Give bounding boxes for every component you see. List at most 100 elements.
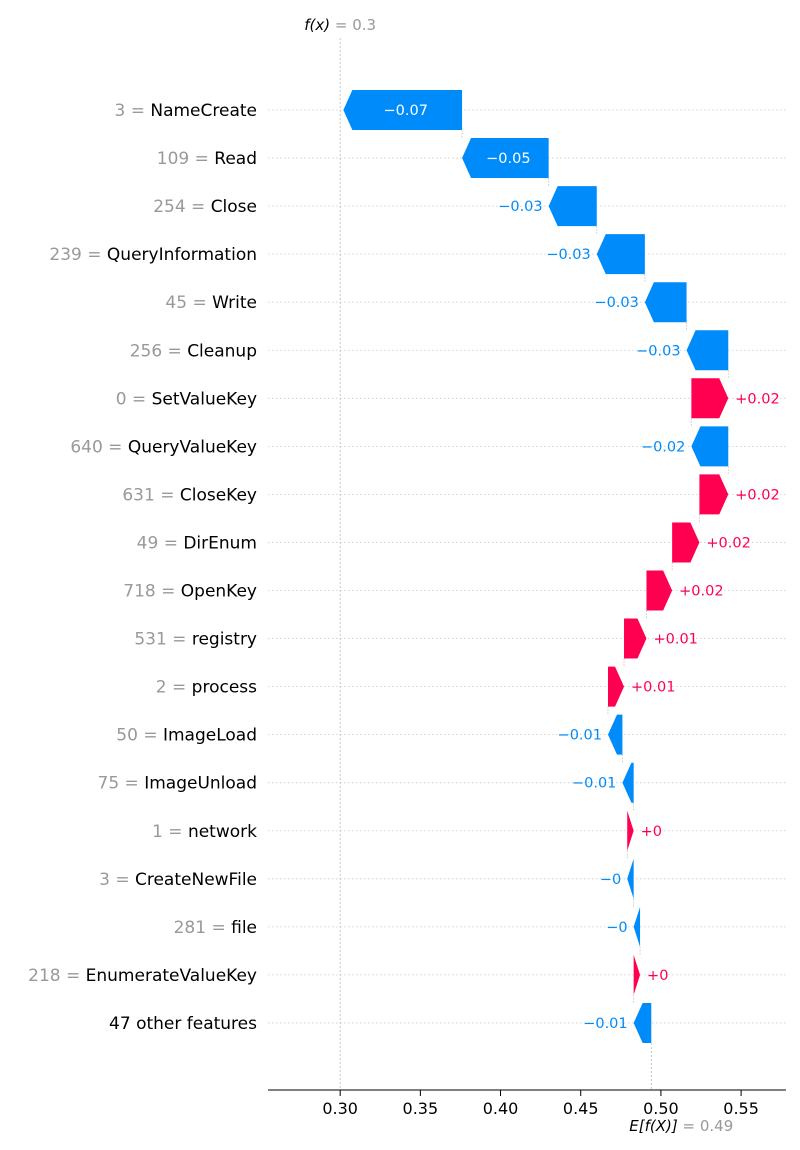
bar-value-label: −0.01 <box>583 1016 627 1032</box>
bar-value-label: −0.05 <box>486 151 530 167</box>
feature-label: 3 = CreateNewFile <box>99 870 257 890</box>
feature-label: 254 = Close <box>153 197 257 217</box>
negative-bar <box>644 282 687 323</box>
feature-label: 3 = NameCreate <box>114 101 257 121</box>
feature-name: registry <box>192 630 257 650</box>
feature-label: 45 = Write <box>165 293 257 313</box>
bar-value-label: −0.01 <box>558 728 602 744</box>
negative-bar <box>343 90 463 130</box>
feature-name: Cleanup <box>187 341 257 361</box>
positive-bar <box>633 954 641 995</box>
feature-name: Close <box>211 197 257 217</box>
bar-value-label: +0.02 <box>679 584 723 600</box>
feature-name: EnumerateValueKey <box>86 966 257 986</box>
feature-name: CloseKey <box>180 485 257 505</box>
feature-value: 75 = <box>98 774 145 794</box>
feature-value: 0 = <box>116 389 152 409</box>
feature-label: 218 = EnumerateValueKey <box>28 966 257 986</box>
feature-name: CreateNewFile <box>135 870 257 890</box>
feature-value: 281 = <box>174 918 232 938</box>
negative-bar <box>686 330 729 371</box>
x-tick-label: 0.45 <box>563 1099 599 1118</box>
negative-bar <box>548 186 597 227</box>
ex-value: = 0.49 <box>683 1117 734 1135</box>
bar-value-label: −0.03 <box>636 343 680 359</box>
feature-value: 109 = <box>157 149 215 169</box>
feature-value: 50 = <box>116 726 163 746</box>
feature-value: 631 = <box>122 485 180 505</box>
negative-bar <box>691 426 729 467</box>
bar-value-label: +0 <box>647 968 668 984</box>
positive-bar <box>607 666 625 707</box>
positive-bar <box>672 522 700 563</box>
ex-annotation: E[f(X)] = 0.49 <box>629 1117 733 1135</box>
feature-name: SetValueKey <box>152 389 257 409</box>
feature-label: 281 = file <box>174 918 257 938</box>
bar-value-label: +0.02 <box>706 535 750 551</box>
feature-name: 47 other features <box>109 1014 257 1034</box>
feature-name: process <box>192 678 257 698</box>
negative-bar <box>633 906 641 947</box>
bar-value-label: −0.03 <box>498 199 542 215</box>
feature-name: QueryInformation <box>107 245 257 265</box>
feature-name: file <box>231 918 257 938</box>
negative-bar <box>633 1002 652 1043</box>
bar-value-label: −0.01 <box>572 776 616 792</box>
feature-value: 45 = <box>165 293 212 313</box>
feature-label: 640 = QueryValueKey <box>70 437 257 457</box>
bar-value-label: +0.02 <box>735 487 779 503</box>
feature-name: DirEnum <box>183 533 257 553</box>
feature-value: 1 = <box>152 822 188 842</box>
negative-bar <box>622 762 634 803</box>
fx-annotation: f(x) = 0.3 <box>304 16 376 34</box>
feature-label: 1 = network <box>152 822 257 842</box>
feature-name: Read <box>214 149 257 169</box>
fx-value: = 0.3 <box>335 16 376 34</box>
feature-name: OpenKey <box>181 582 257 602</box>
negative-bar <box>596 234 645 275</box>
feature-label: 239 = QueryInformation <box>49 245 257 265</box>
feature-label: 2 = process <box>156 678 257 698</box>
x-tick-label: 0.50 <box>643 1099 679 1118</box>
feature-value: 640 = <box>70 437 128 457</box>
feature-label: 50 = ImageLoad <box>116 726 257 746</box>
feature-value: 531 = <box>134 630 192 650</box>
feature-value: 218 = <box>28 966 86 986</box>
feature-name: network <box>188 822 257 842</box>
positive-bar <box>699 474 729 515</box>
feature-label: 256 = Cleanup <box>130 341 257 361</box>
feature-value: 239 = <box>49 245 107 265</box>
feature-name: Write <box>212 293 257 313</box>
feature-label: 718 = OpenKey <box>123 582 257 602</box>
bar-value-label: −0 <box>606 920 627 936</box>
negative-bar <box>462 138 549 179</box>
feature-label: 109 = Read <box>157 149 257 169</box>
feature-value: 2 = <box>156 678 192 698</box>
feature-value: 3 = <box>114 101 150 121</box>
bar-value-label: +0 <box>641 824 662 840</box>
bar-value-label: −0.03 <box>594 295 638 311</box>
feature-name: ImageLoad <box>163 726 257 746</box>
positive-bar <box>627 810 634 851</box>
feature-label: 631 = CloseKey <box>122 485 257 505</box>
bar-value-label: −0.02 <box>641 439 685 455</box>
negative-bar <box>607 714 623 755</box>
bar-value-label: +0.02 <box>735 391 779 407</box>
x-tick-label: 0.55 <box>723 1099 759 1118</box>
positive-bar <box>691 378 729 419</box>
feature-value: 49 = <box>137 533 184 553</box>
feature-value: 256 = <box>130 341 188 361</box>
feature-label: 75 = ImageUnload <box>98 774 257 794</box>
feature-name: NameCreate <box>150 101 257 121</box>
feature-name: ImageUnload <box>144 774 257 794</box>
bar-value-label: −0.03 <box>546 247 590 263</box>
negative-bar <box>627 858 634 899</box>
feature-value: 254 = <box>153 197 211 217</box>
x-tick-label: 0.40 <box>483 1099 519 1118</box>
feature-label: 49 = DirEnum <box>137 533 257 553</box>
feature-name: QueryValueKey <box>128 437 257 457</box>
feature-label: 531 = registry <box>134 630 257 650</box>
positive-bar <box>624 618 647 659</box>
ex-label: E[f(X)] <box>629 1117 682 1135</box>
